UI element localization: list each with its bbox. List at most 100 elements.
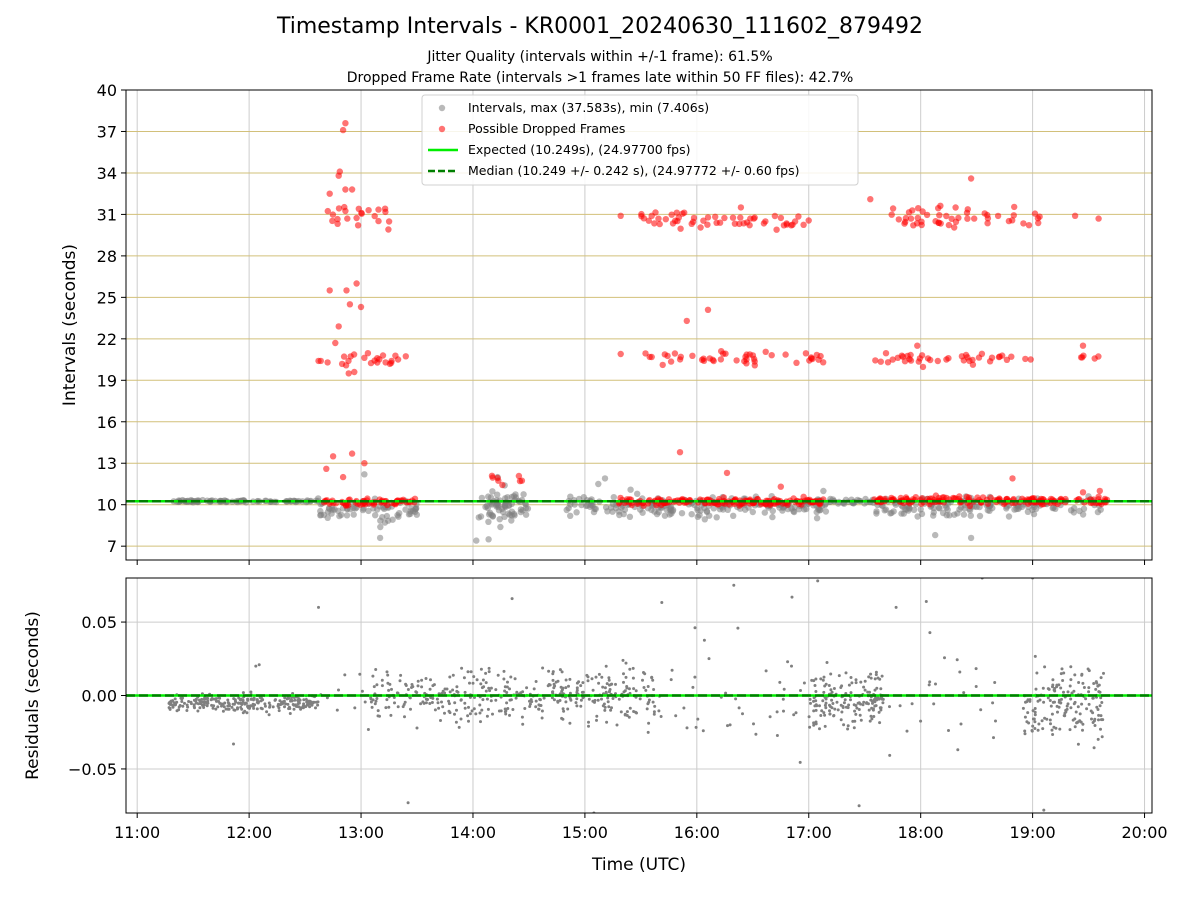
interval-point bbox=[496, 516, 503, 523]
residual-point bbox=[280, 700, 284, 704]
residual-point bbox=[393, 701, 396, 705]
residual-point bbox=[660, 601, 664, 604]
x-tick-label: 15:00 bbox=[562, 823, 608, 842]
y-axis-label: Residuals (seconds) bbox=[23, 611, 43, 780]
residual-point bbox=[471, 681, 475, 685]
residual-point bbox=[1031, 709, 1035, 713]
residual-point bbox=[404, 682, 408, 686]
interval-point bbox=[402, 506, 409, 513]
residual-point bbox=[575, 686, 579, 690]
dropped-frame-point bbox=[515, 472, 523, 480]
dropped-frame-point bbox=[777, 483, 784, 490]
dropped-frame-point bbox=[617, 494, 624, 502]
residual-point bbox=[384, 706, 388, 710]
residual-point bbox=[443, 711, 446, 715]
residual-point bbox=[267, 713, 271, 717]
dropped-frame-point bbox=[673, 209, 680, 216]
residual-point bbox=[702, 638, 706, 642]
residual-point bbox=[1073, 725, 1077, 729]
dropped-frame-point bbox=[808, 355, 815, 362]
residual-point bbox=[538, 698, 542, 702]
dropped-frame-point bbox=[1091, 355, 1098, 362]
residual-point bbox=[812, 699, 815, 703]
residual-point bbox=[991, 701, 995, 705]
residual-point bbox=[819, 714, 823, 717]
residual-point bbox=[409, 707, 412, 711]
residual-point bbox=[822, 711, 826, 715]
residual-point bbox=[1059, 701, 1063, 705]
interval-point bbox=[510, 510, 518, 518]
interval-point bbox=[485, 493, 492, 500]
residual-point bbox=[1033, 707, 1037, 710]
dropped-frame-point bbox=[952, 218, 960, 225]
residual-point bbox=[489, 686, 493, 690]
residual-point bbox=[380, 684, 384, 688]
residual-point bbox=[1023, 715, 1027, 719]
residual-point bbox=[1081, 722, 1085, 726]
interval-point bbox=[936, 505, 943, 512]
residual-point bbox=[504, 712, 508, 716]
residual-point bbox=[632, 687, 636, 691]
x-tick-label: 17:00 bbox=[786, 823, 832, 842]
interval-point bbox=[930, 512, 937, 519]
residual-point bbox=[520, 715, 524, 719]
dropped-frame-point bbox=[919, 208, 926, 215]
residual-point bbox=[230, 705, 234, 709]
residual-point bbox=[503, 710, 507, 714]
residual-point bbox=[220, 702, 224, 706]
residual-point bbox=[625, 710, 629, 714]
residual-point bbox=[374, 699, 378, 703]
residual-point bbox=[310, 701, 314, 705]
residual-point bbox=[561, 717, 565, 721]
interval-point bbox=[495, 507, 503, 514]
residual-point bbox=[606, 696, 610, 700]
dropped-frame-point bbox=[385, 218, 393, 225]
residual-point bbox=[646, 730, 650, 734]
dropped-frame-point bbox=[777, 214, 785, 222]
y-tick-label: 34 bbox=[97, 164, 117, 183]
residual-point bbox=[428, 687, 432, 691]
interval-point bbox=[489, 488, 496, 495]
residual-point bbox=[631, 666, 635, 670]
residual-point bbox=[741, 712, 744, 716]
residual-point bbox=[854, 712, 858, 716]
dropped-frame-point bbox=[655, 215, 662, 222]
residual-point bbox=[1099, 696, 1103, 700]
residual-point bbox=[260, 707, 264, 711]
residual-point bbox=[288, 712, 292, 715]
residual-point bbox=[499, 709, 503, 713]
residual-point bbox=[863, 679, 867, 683]
interval-point bbox=[519, 507, 526, 514]
residual-point bbox=[560, 689, 564, 693]
residual-point bbox=[859, 718, 863, 722]
residual-point bbox=[792, 713, 796, 717]
residual-point bbox=[387, 688, 391, 692]
residual-point bbox=[284, 702, 288, 706]
dropped-frame-point bbox=[720, 494, 727, 501]
residual-point bbox=[1096, 737, 1100, 741]
residual-point bbox=[246, 704, 250, 708]
residual-point bbox=[869, 672, 873, 676]
residual-point bbox=[1021, 706, 1025, 710]
residual-point bbox=[861, 703, 865, 707]
residual-point bbox=[1097, 683, 1101, 687]
residual-point bbox=[1097, 718, 1100, 722]
residual-point bbox=[422, 701, 426, 705]
residual-point bbox=[1033, 710, 1037, 714]
residual-point bbox=[1033, 713, 1037, 717]
dropped-frame-point bbox=[340, 353, 348, 360]
residual-point bbox=[1092, 682, 1096, 685]
dropped-frame-point bbox=[617, 350, 624, 358]
residual-point bbox=[448, 690, 452, 694]
residual-point bbox=[959, 722, 963, 726]
interval-point bbox=[939, 509, 947, 517]
residual-point bbox=[537, 707, 541, 711]
dropped-frame-point bbox=[704, 214, 712, 221]
dropped-frame-point bbox=[346, 301, 354, 308]
dropped-frame-point bbox=[943, 212, 950, 220]
residual-point bbox=[491, 712, 494, 716]
dropped-frame-point bbox=[499, 481, 506, 489]
residual-point bbox=[868, 690, 871, 694]
dropped-frame-point bbox=[342, 120, 349, 127]
dropped-frame-point bbox=[733, 357, 740, 364]
